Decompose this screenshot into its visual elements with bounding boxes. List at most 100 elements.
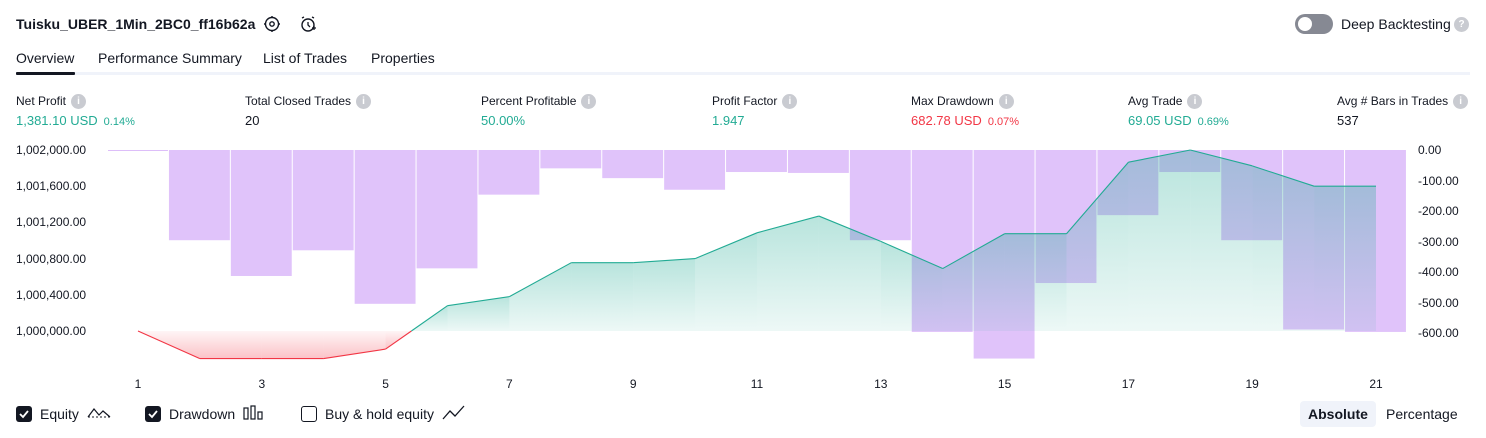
right-axis-tick: -400.00: [1418, 265, 1459, 280]
max-drawdown-label: Max Drawdown i: [911, 94, 1014, 109]
mode-percentage-button[interactable]: Percentage: [1386, 406, 1458, 422]
toggle-knob: [1298, 17, 1312, 31]
drawdown-bar: [230, 150, 292, 276]
equity-area-positive: [880, 241, 943, 331]
drawdown-bar: [108, 150, 168, 151]
max-drawdown-value: 682.78 USD 0.07%: [911, 113, 1020, 128]
equity-area-positive: [757, 216, 819, 331]
tab-bar-rule: [16, 72, 1470, 75]
drawdown-bar: [787, 150, 849, 173]
equity-line-segment: [137, 330, 201, 360]
legend-drawdown-label: Drawdown: [169, 406, 236, 422]
equity-line-segment: [385, 330, 412, 350]
equity-area-positive: [447, 296, 510, 331]
equity-line-segment: [1128, 149, 1191, 163]
drawdown-checkbox[interactable]: [145, 406, 161, 422]
info-icon[interactable]: i: [71, 94, 87, 109]
equity-line-segment: [1066, 161, 1129, 235]
drawdown-bar: [726, 150, 787, 173]
percent-profitable-value: 50.00%: [481, 113, 526, 128]
equity-line-segment: [633, 258, 696, 264]
drawdown-bar: [540, 150, 602, 169]
equity-area-positive: [695, 232, 757, 331]
left-axis-tick: 1,001,200.00: [16, 215, 87, 230]
buy-hold-line-icon: [442, 405, 466, 424]
left-axis-tick: 1,001,600.00: [16, 179, 87, 194]
avg-trade-label: Avg Trade i: [1128, 94, 1203, 109]
tab-performance-summary[interactable]: Performance Summary: [98, 50, 242, 66]
right-axis-tick: -200.00: [1418, 204, 1459, 219]
settings-gear-icon[interactable]: [261, 13, 283, 35]
equity-area-positive: [1128, 150, 1191, 331]
info-icon[interactable]: i: [1187, 94, 1203, 109]
left-axis-tick: 1,002,000.00: [16, 143, 87, 157]
equity-area-negative: [199, 331, 262, 359]
avg-bars-label: Avg # Bars in Trades i: [1337, 94, 1469, 109]
equity-area-positive: [633, 258, 696, 331]
legend-drawdown[interactable]: Drawdown: [145, 404, 265, 424]
info-icon[interactable]: i: [356, 94, 372, 109]
tab-properties[interactable]: Properties: [371, 50, 435, 66]
x-axis-tick: 19: [1245, 377, 1259, 391]
drawdown-bar: [478, 150, 540, 195]
x-axis-tick: 13: [874, 377, 888, 391]
right-axis-tick: -600.00: [1418, 326, 1459, 341]
mode-absolute-button[interactable]: Absolute: [1300, 401, 1376, 427]
profit-factor-value: 1.947: [712, 113, 745, 128]
strategy-title: Tuisku_UBER_1Min_2BC0_ff16b62a: [16, 16, 256, 32]
x-axis-tick: 17: [1121, 377, 1136, 391]
help-icon[interactable]: ?: [1454, 17, 1469, 32]
info-icon[interactable]: i: [581, 94, 597, 109]
info-icon[interactable]: i: [998, 94, 1014, 109]
info-icon[interactable]: i: [1453, 94, 1469, 109]
legend-buy-hold-label: Buy & hold equity: [325, 406, 434, 422]
x-axis-tick: 15: [997, 377, 1012, 391]
net-profit-label: Net Profit i: [16, 94, 87, 109]
equity-checkbox[interactable]: [16, 406, 32, 422]
equity-area-positive: [509, 262, 572, 331]
legend-equity[interactable]: Equity: [16, 404, 111, 424]
equity-line-segment: [411, 305, 448, 332]
info-icon[interactable]: i: [782, 94, 798, 109]
equity-line-segment: [509, 262, 572, 298]
legend-buy-hold[interactable]: Buy & hold equity: [301, 404, 466, 424]
avg-bars-value: 537: [1337, 113, 1359, 128]
tab-list-of-trades[interactable]: List of Trades: [263, 50, 348, 66]
drawdown-bars-icon: [243, 404, 265, 424]
buy-hold-checkbox[interactable]: [301, 406, 317, 422]
drawdown-bar: [416, 150, 478, 269]
percent-profitable-label: Percent Profitable i: [481, 94, 597, 109]
x-axis-tick: 21: [1369, 377, 1383, 391]
equity-line-icon: [87, 405, 111, 424]
right-axis-tick: -500.00: [1418, 295, 1459, 310]
x-axis-tick: 11: [750, 377, 764, 391]
equity-line-segment: [880, 240, 943, 270]
equity-area-positive: [571, 262, 634, 331]
drawdown-bar: [354, 150, 416, 304]
equity-line-segment: [694, 232, 758, 260]
equity-area-negative: [261, 331, 324, 359]
equity-area-positive: [1004, 233, 1067, 331]
equity-area-positive: [1190, 150, 1253, 331]
equity-area-positive: [1252, 165, 1315, 331]
total-closed-trades-value: 20: [245, 113, 260, 128]
tab-overview[interactable]: Overview: [16, 50, 75, 66]
deep-backtesting-toggle[interactable]: [1295, 14, 1333, 34]
total-closed-trades-label: Total Closed Trades i: [245, 94, 372, 109]
drawdown-bar: [168, 150, 230, 241]
drawdown-bar: [292, 150, 354, 251]
equity-area-positive: [818, 216, 881, 331]
x-axis-tick: 5: [382, 377, 389, 391]
drawdown-bar: [602, 150, 664, 179]
x-axis-tick: 3: [258, 377, 266, 391]
deep-backtesting-label: Deep Backtesting: [1341, 16, 1451, 32]
right-axis-tick: 0.00: [1418, 143, 1442, 157]
net-profit-value: 1,381.10 USD 0.14%: [16, 113, 135, 128]
x-axis-tick: 9: [629, 377, 637, 391]
legend-equity-label: Equity: [40, 406, 79, 422]
equity-area-negative: [323, 331, 386, 359]
alarm-clock-icon[interactable]: [297, 13, 319, 35]
x-axis-tick: 1: [134, 377, 142, 391]
x-axis-tick: 7: [506, 377, 513, 391]
